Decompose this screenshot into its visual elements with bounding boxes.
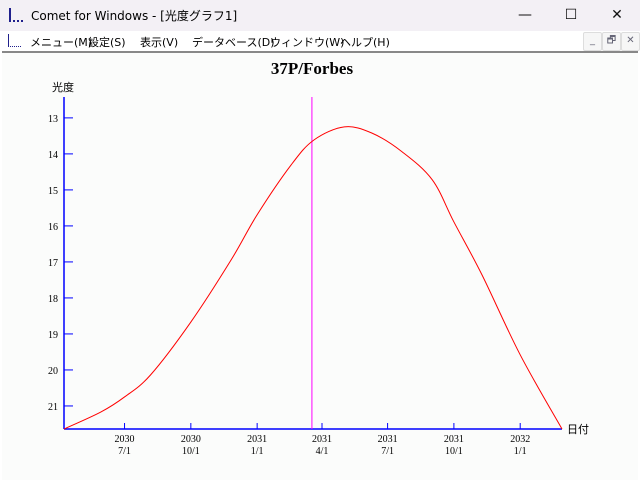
y-tick-label: 18	[48, 294, 58, 305]
y-tick-label: 21	[48, 402, 58, 413]
magnitude-curve	[63, 126, 563, 430]
mdi-minimize-button[interactable]: _	[583, 32, 602, 51]
minimize-button[interactable]: —	[518, 7, 532, 23]
window-title: Comet for Windows - [光度グラフ1]	[31, 9, 238, 23]
x-tick-year: 2031	[378, 434, 398, 445]
title-bar: Comet for Windows - [光度グラフ1] — ☐ ✕	[0, 0, 640, 31]
menu-settings[interactable]: 設定(S)	[88, 36, 126, 49]
y-tick-label: 19	[48, 330, 58, 341]
x-tick-date: 7/1	[381, 446, 394, 457]
x-tick-date: 1/1	[514, 446, 527, 457]
menu-bar: メニュー(M) 設定(S) 表示(V) データベース(D) ウィンドウ(W) ヘ…	[0, 31, 640, 51]
y-axis-label: 光度	[52, 80, 74, 94]
x-tick-date: 10/1	[182, 446, 200, 457]
menu-view[interactable]: 表示(V)	[140, 36, 179, 49]
x-tick-year: 2031	[247, 434, 267, 445]
x-axis-label: 日付	[567, 423, 589, 436]
menu-menu[interactable]: メニュー(M)	[30, 36, 93, 49]
x-tick-year: 2030	[115, 434, 135, 445]
document-icon[interactable]	[8, 34, 21, 47]
y-tick-label: 17	[48, 258, 58, 269]
mdi-restore-button[interactable]: 🗗	[602, 32, 621, 51]
x-tick-year: 2032	[510, 434, 530, 445]
y-tick-label: 15	[48, 186, 58, 197]
x-tick-date: 1/1	[251, 446, 264, 457]
maximize-button[interactable]: ☐	[564, 7, 578, 23]
chart-title: 37P/Forbes	[271, 59, 354, 78]
y-tick-label: 16	[48, 222, 58, 233]
x-tick-year: 2031	[444, 434, 464, 445]
menu-window[interactable]: ウィンドウ(W)	[270, 36, 345, 49]
x-tick-year: 2030	[181, 434, 201, 445]
app-icon	[9, 8, 23, 22]
menu-database[interactable]: データベース(D)	[192, 36, 275, 49]
x-tick-date: 4/1	[316, 446, 329, 457]
close-button[interactable]: ✕	[611, 7, 623, 23]
y-tick-label: 20	[48, 366, 58, 377]
x-tick-date: 7/1	[118, 446, 131, 457]
y-tick-label: 14	[48, 150, 58, 161]
y-tick-label: 13	[48, 114, 58, 125]
menu-help[interactable]: ヘルプ(H)	[340, 36, 390, 49]
x-tick-date: 10/1	[445, 446, 463, 457]
x-tick-year: 2031	[312, 434, 332, 445]
